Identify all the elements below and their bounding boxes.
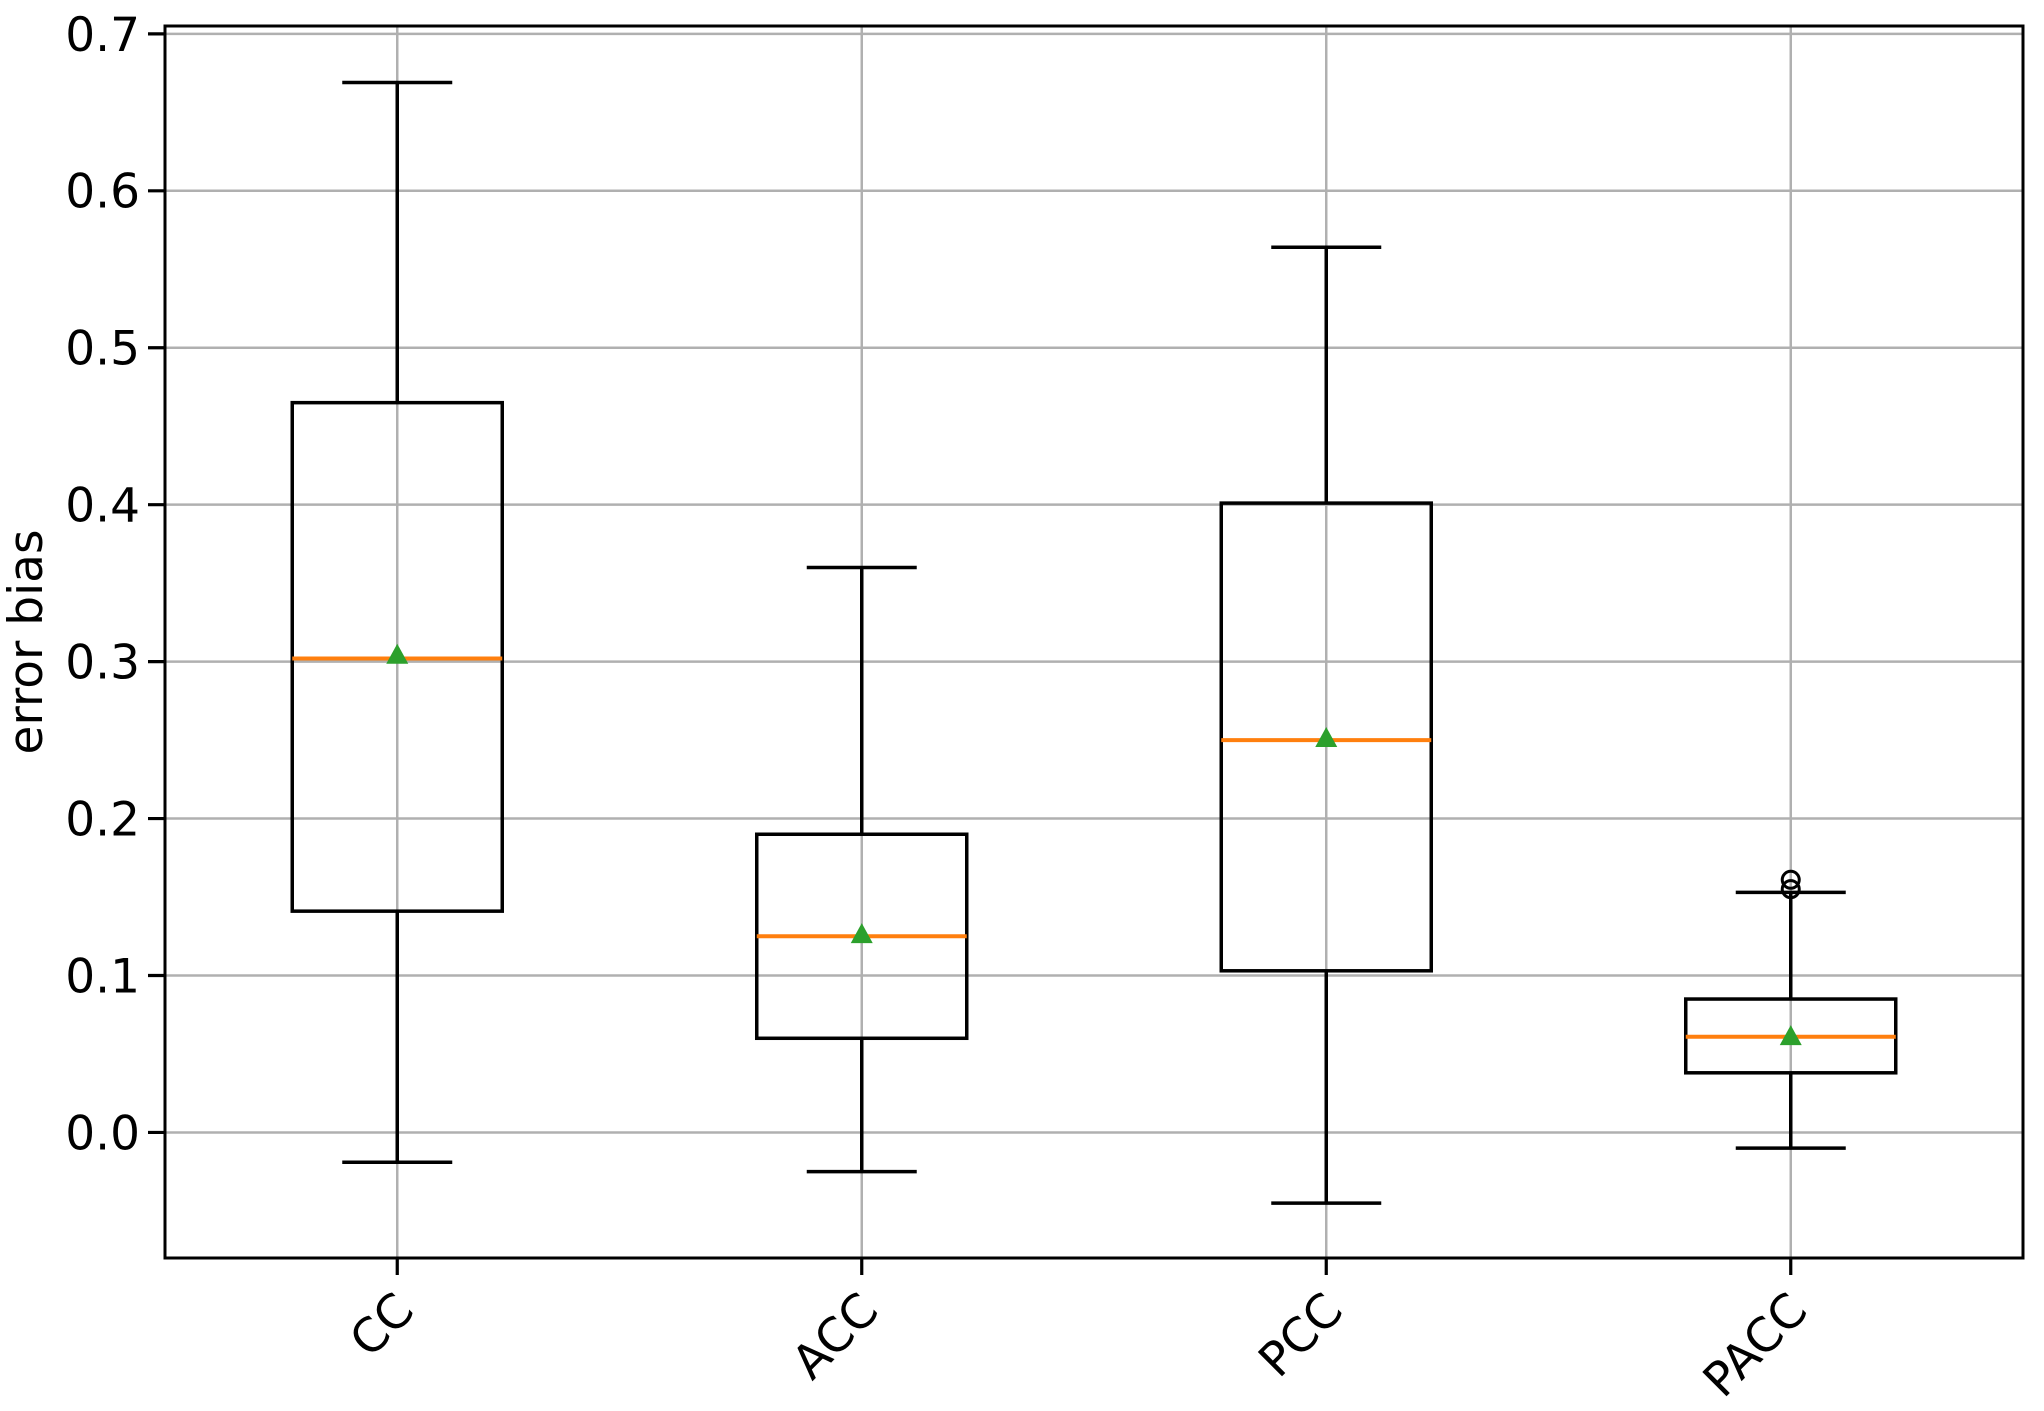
axes-frame	[163, 24, 2025, 1260]
mean-marker	[850, 923, 873, 944]
outlier-marker	[1780, 879, 1801, 900]
y-tick-label: 0.4	[65, 479, 140, 534]
outlier-marker	[1780, 869, 1801, 890]
y-axis-label: error bias	[0, 530, 54, 755]
y-tick-label: 0.3	[65, 636, 140, 691]
mean-marker	[386, 643, 409, 664]
iqr-box	[1219, 501, 1433, 973]
y-tick-label: 0.5	[65, 322, 140, 377]
y-tick-label: 0.0	[65, 1106, 140, 1161]
y-tick-label: 0.2	[65, 792, 140, 847]
y-tick-label: 0.7	[65, 8, 140, 63]
mean-marker	[1315, 726, 1338, 747]
y-tick-label: 0.6	[65, 165, 140, 220]
mean-marker	[1779, 1025, 1802, 1046]
y-tick-label: 0.1	[65, 949, 140, 1004]
